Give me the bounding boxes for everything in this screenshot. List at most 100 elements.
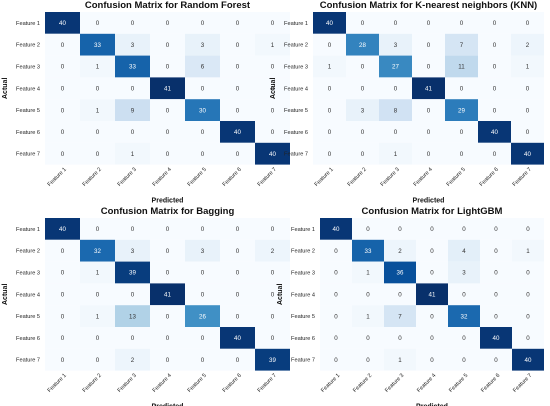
heatmap-cell bbox=[379, 33, 412, 56]
heatmap-cell bbox=[115, 33, 150, 56]
x-tick-label: Feature 1 bbox=[314, 167, 335, 188]
heatmap-cell bbox=[255, 261, 290, 284]
heatmap-cell bbox=[512, 348, 544, 371]
heatmap-cell bbox=[480, 348, 512, 371]
heatmap-cell bbox=[220, 283, 255, 306]
cell-value: 0 bbox=[398, 335, 402, 342]
cell-value: 0 bbox=[271, 313, 275, 320]
heatmap-cell bbox=[416, 327, 448, 349]
y-tick-label: Feature 6 bbox=[16, 336, 40, 342]
cell-value: 3 bbox=[201, 42, 205, 49]
cell-value: 0 bbox=[398, 292, 402, 299]
heatmap-cell bbox=[255, 55, 290, 78]
heatmap-cell bbox=[45, 283, 80, 306]
heatmap-cell bbox=[480, 239, 512, 262]
heatmap-cell bbox=[115, 121, 150, 143]
heatmap-cell bbox=[346, 77, 379, 100]
heatmap-cell bbox=[313, 142, 346, 165]
cell-value: 33 bbox=[94, 42, 101, 49]
cell-value: 3 bbox=[131, 42, 135, 49]
x-tick-label: Feature 4 bbox=[152, 167, 173, 188]
heatmap-cell bbox=[313, 33, 346, 56]
cell-value: 0 bbox=[61, 335, 65, 342]
cell-value: 0 bbox=[131, 86, 135, 93]
cell-value: 0 bbox=[96, 357, 100, 364]
cell-value: 0 bbox=[394, 86, 398, 93]
cell-value: 0 bbox=[166, 64, 170, 71]
heatmap-cell bbox=[379, 142, 412, 165]
heatmap-cell bbox=[220, 239, 255, 262]
heatmap-cell bbox=[115, 55, 150, 78]
x-tick-label: Feature 3 bbox=[380, 167, 401, 188]
cell-value: 0 bbox=[526, 335, 530, 342]
heatmap-cell bbox=[185, 77, 220, 100]
cell-value: 0 bbox=[166, 248, 170, 255]
cell-value: 0 bbox=[328, 151, 332, 158]
heatmap-cell bbox=[412, 55, 445, 78]
cell-value: 40 bbox=[524, 151, 531, 158]
cell-value: 33 bbox=[365, 248, 372, 255]
heatmap-cell bbox=[448, 239, 480, 262]
heatmap-cell bbox=[320, 327, 352, 349]
x-tick-label: Feature 2 bbox=[82, 167, 103, 188]
heatmap-cell bbox=[45, 327, 80, 349]
heatmap-cell bbox=[80, 12, 115, 34]
cell-value: 0 bbox=[96, 335, 100, 342]
heatmap-cell bbox=[412, 33, 445, 56]
heatmap-cell bbox=[445, 121, 478, 143]
heatmap-cell bbox=[45, 305, 80, 327]
heatmap-cell bbox=[255, 12, 290, 34]
y-tick-label: Feature 6 bbox=[16, 130, 40, 136]
heatmap-cell bbox=[185, 327, 220, 349]
heatmap-cell bbox=[185, 142, 220, 165]
cell-value: 0 bbox=[271, 64, 275, 71]
heatmap-cell bbox=[255, 348, 290, 371]
cell-value: 0 bbox=[427, 151, 431, 158]
cell-value: 0 bbox=[131, 20, 135, 27]
cell-value: 0 bbox=[430, 335, 434, 342]
y-axis-title: Actual bbox=[2, 284, 9, 305]
heatmap-cell bbox=[346, 121, 379, 143]
heatmap-cell bbox=[416, 283, 448, 306]
cell-value: 0 bbox=[201, 129, 205, 136]
y-tick-label: Feature 2 bbox=[16, 43, 40, 49]
heatmap-cell bbox=[45, 55, 80, 78]
x-tick-label: Feature 6 bbox=[480, 373, 501, 394]
cell-value: 40 bbox=[59, 20, 66, 27]
heatmap-cell bbox=[412, 142, 445, 165]
heatmap-cell bbox=[150, 283, 185, 306]
heatmap-cell bbox=[313, 55, 346, 78]
heatmap-cell bbox=[511, 121, 544, 143]
x-tick-label: Feature 3 bbox=[117, 167, 138, 188]
cell-value: 0 bbox=[493, 151, 497, 158]
x-tick-label: Feature 5 bbox=[187, 373, 208, 394]
cell-value: 0 bbox=[61, 107, 65, 114]
x-tick-label: Feature 5 bbox=[187, 167, 208, 188]
cell-value: 0 bbox=[526, 292, 530, 299]
heatmap-cell bbox=[150, 348, 185, 371]
heatmap-cell bbox=[379, 77, 412, 100]
cell-value: 0 bbox=[236, 86, 240, 93]
cell-value: 0 bbox=[494, 313, 498, 320]
cell-value: 0 bbox=[361, 86, 365, 93]
cell-value: 0 bbox=[96, 226, 100, 233]
cell-value: 0 bbox=[493, 86, 497, 93]
cell-value: 40 bbox=[234, 335, 241, 342]
heatmap-cell bbox=[352, 305, 384, 327]
cell-value: 39 bbox=[269, 357, 276, 364]
heatmap-cell bbox=[478, 33, 511, 56]
cell-value: 40 bbox=[493, 335, 500, 342]
heatmap-cell bbox=[320, 283, 352, 306]
heatmap-cell bbox=[346, 33, 379, 56]
cell-value: 0 bbox=[462, 226, 466, 233]
cell-value: 1 bbox=[398, 357, 402, 364]
x-tick-label: Feature 5 bbox=[448, 373, 469, 394]
heatmap-cell bbox=[512, 283, 544, 306]
x-tick-label: Feature 2 bbox=[347, 167, 368, 188]
cell-value: 0 bbox=[493, 42, 497, 49]
cell-value: 0 bbox=[201, 226, 205, 233]
cell-value: 1 bbox=[526, 248, 530, 255]
heatmap-cell bbox=[480, 218, 512, 240]
cell-value: 1 bbox=[366, 270, 370, 277]
x-tick-label: Feature 6 bbox=[479, 167, 500, 188]
